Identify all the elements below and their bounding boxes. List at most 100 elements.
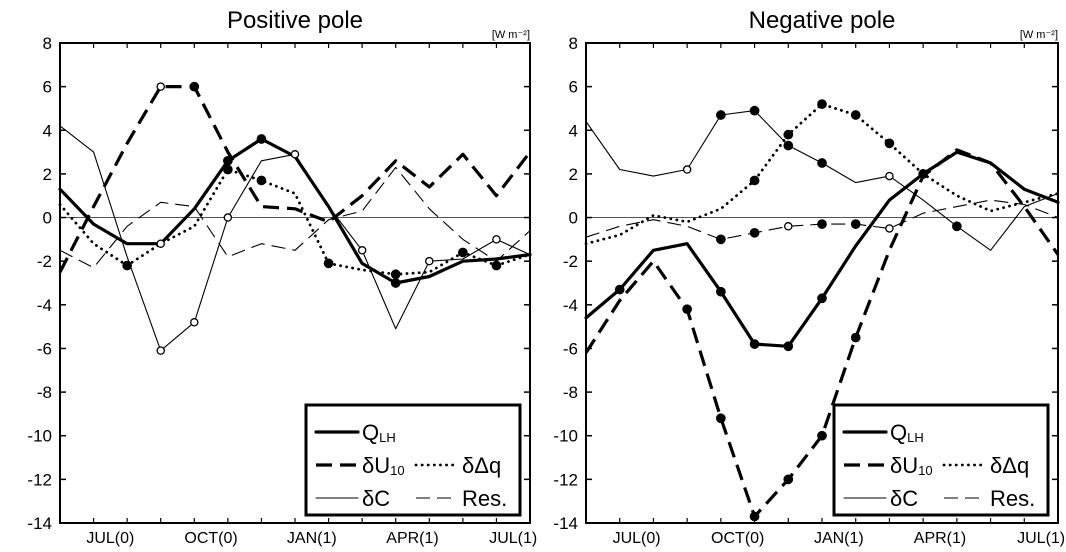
series-line-QLH (584, 150, 1060, 348)
data-point-dC (682, 165, 692, 174)
data-point-QLH (256, 134, 267, 144)
data-point-dU10 (817, 430, 827, 441)
y-tick-label: -14 (553, 514, 578, 533)
data-point-dU10 (783, 474, 794, 485)
legend-label-dDq: δΔq (462, 453, 501, 478)
y-tick-label: 6 (569, 78, 578, 97)
data-point-dU10 (850, 332, 861, 343)
plot-frame (59, 42, 531, 524)
x-tick-label: JUL(0) (613, 530, 661, 547)
data-point-dDq (850, 110, 861, 120)
y-tick-label: -4 (37, 296, 52, 315)
data-point-Res (850, 219, 861, 229)
series-line-dU10 (58, 84, 532, 273)
unit-label: [W m⁻²] (492, 29, 530, 41)
legend-box (304, 403, 522, 517)
data-point-Res (885, 224, 894, 233)
y-tick-label: -8 (563, 383, 578, 402)
data-point-dC (357, 246, 367, 255)
y-tick-label: 8 (569, 34, 578, 53)
data-point-dC (952, 221, 962, 232)
data-point-dC (716, 110, 726, 120)
y-tick-label: -10 (27, 427, 52, 446)
data-point-dDq (390, 269, 401, 280)
y-tick-label: 2 (569, 165, 578, 184)
data-point-Res (716, 234, 726, 245)
chart-panel-2: Negative pole [W m⁻²] 8 6 4 2 0 -2 -4 -6 -8 -10 -12 -… (553, 7, 1065, 547)
legend-label-dC: δC (362, 486, 390, 511)
data-point-dC (156, 346, 165, 355)
legend-label-Res: Res. (990, 486, 1035, 511)
legend-subscript: LH (379, 430, 396, 445)
x-tick-label: APR(1) (914, 530, 966, 547)
y-tick-label: -12 (553, 470, 578, 489)
data-point-dDq (223, 164, 233, 175)
data-point-QLH (749, 339, 760, 349)
y-tick-label: -4 (563, 296, 578, 315)
data-point-QLH (783, 341, 794, 352)
chart-title: Positive pole (227, 7, 363, 34)
data-point-dC (425, 256, 434, 266)
data-point-dC (223, 213, 233, 222)
y-tick-label: -8 (37, 383, 52, 402)
data-point-dDq (458, 247, 468, 258)
legend-subscript: 10 (390, 463, 404, 478)
data-point-dC (817, 158, 827, 168)
plot-frame (585, 42, 1059, 524)
data-point-QLH (716, 286, 726, 297)
data-point-Res (817, 219, 827, 229)
data-point-dDq (491, 260, 502, 271)
y-tick-label: 0 (43, 209, 52, 228)
y-tick-label: 4 (43, 121, 52, 140)
x-tick-label: JUL(1) (489, 530, 537, 547)
series-line-dDq (58, 168, 532, 276)
x-tick-label: OCT(0) (711, 530, 764, 547)
y-tick-label: 4 (569, 121, 578, 140)
data-point-dC (492, 235, 501, 244)
series-line-dC (585, 110, 1059, 251)
y-tick-label: -2 (37, 252, 52, 271)
chart-title: Negative pole (749, 7, 896, 34)
data-point-dU10 (716, 413, 726, 424)
y-tick-label: -2 (563, 252, 578, 271)
legend-label-Res: Res. (462, 486, 507, 511)
series-line-QLH (58, 137, 532, 285)
data-point-dDq (749, 175, 760, 186)
data-point-dDq (783, 129, 794, 140)
legend-box (832, 403, 1050, 517)
legend-label-dC: δC (890, 486, 918, 511)
legend-subscript: 10 (918, 463, 932, 478)
data-point-dC (885, 171, 894, 181)
x-tick-label: OCT(0) (184, 530, 237, 547)
data-point-QLH (390, 278, 401, 288)
data-point-dC (190, 318, 199, 327)
legend-label-dDq: δΔq (990, 453, 1029, 478)
data-point-dC (783, 140, 794, 151)
x-tick-label: JAN(1) (814, 530, 864, 547)
y-tick-label: 0 (569, 209, 578, 228)
unit-label: [W m⁻²] (1020, 29, 1058, 41)
y-tick-label: 6 (43, 78, 52, 97)
data-point-QLH (817, 293, 827, 304)
y-tick-label: 8 (43, 34, 52, 53)
data-point-Res (784, 222, 793, 231)
data-point-dDq (918, 169, 928, 179)
data-point-dDq (156, 239, 165, 248)
data-point-dDq (817, 99, 827, 109)
series-line-dDq (584, 102, 1060, 246)
data-point-dC (290, 150, 300, 159)
data-point-dU10 (156, 82, 165, 91)
y-tick-label: -6 (37, 339, 52, 358)
chart-panel-1: Positive pole [W m⁻²] 8 6 4 2 0 -2 -4 -6 -8 -10 -12 -… (27, 7, 537, 547)
y-tick-label: -6 (563, 339, 578, 358)
data-point-dU10 (749, 511, 760, 522)
data-point-dC (749, 105, 760, 116)
data-point-dDq (323, 258, 334, 269)
x-tick-label: JUL(0) (86, 530, 134, 547)
data-point-Res (749, 227, 760, 238)
data-point-QLH (614, 284, 625, 295)
series-line-Res (59, 166, 531, 269)
